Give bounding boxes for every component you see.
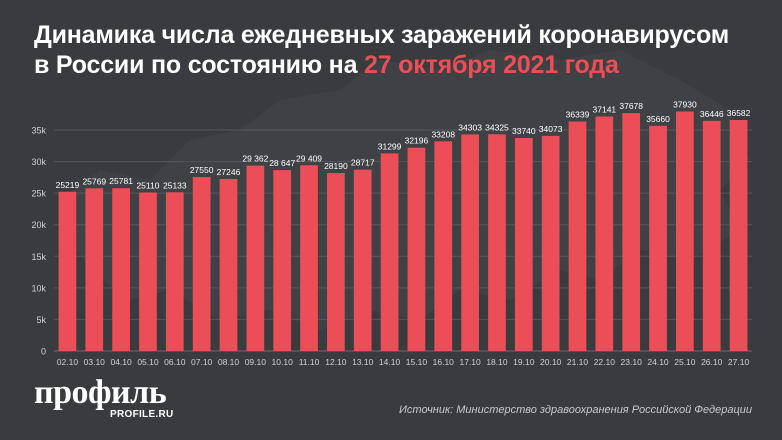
- bar-value-label: 37678: [619, 101, 643, 111]
- bar-value-label: 37141: [593, 104, 617, 114]
- title-date: 27 октября 2021 года: [364, 51, 619, 79]
- y-tick-label: 0: [41, 347, 46, 357]
- bar-value-label: 35660: [646, 114, 670, 124]
- bar: [595, 116, 614, 352]
- bar-value-label: 36339: [566, 110, 590, 120]
- x-tick-label: 14.10: [379, 357, 401, 367]
- y-tick-label: 30k: [31, 157, 46, 167]
- bar: [353, 169, 372, 351]
- bar-value-label: 29 409: [296, 153, 322, 163]
- x-tick-label: 24.10: [647, 357, 669, 367]
- bar: [165, 192, 184, 351]
- bar-value-label: 25110: [136, 180, 159, 190]
- bar-value-label: 31299: [378, 141, 402, 151]
- bar: [58, 191, 77, 351]
- source-note: Источник: Министерство здравоохранения Р…: [399, 404, 752, 416]
- bar-value-label: 25219: [56, 180, 80, 190]
- bar: [246, 165, 265, 351]
- x-tick-label: 03.10: [84, 357, 106, 367]
- bar: [649, 125, 667, 351]
- title-line-2: в России по состоянию на: [34, 51, 365, 79]
- bar: [514, 137, 533, 351]
- bar-value-label: 25133: [163, 180, 187, 190]
- bar: [327, 173, 345, 351]
- x-tick-label: 26.10: [701, 357, 723, 367]
- bar: [729, 120, 748, 351]
- page-title: Динамика числа ежедневных заражений коро…: [34, 20, 774, 80]
- y-tick-label: 15k: [31, 252, 46, 262]
- bar: [461, 134, 479, 351]
- bar: [541, 135, 560, 351]
- bar: [139, 192, 157, 351]
- x-tick-label: 05.10: [137, 357, 159, 367]
- bar-value-label: 28 647: [269, 158, 295, 168]
- bar-value-label: 37930: [673, 99, 697, 109]
- y-tick-label: 5k: [36, 315, 46, 325]
- y-tick-label: 10k: [31, 283, 46, 293]
- bar-value-label: 25781: [109, 176, 133, 186]
- x-tick-label: 17.10: [459, 357, 481, 367]
- bar: [300, 165, 318, 351]
- x-tick-label: 25.10: [674, 357, 696, 367]
- bar-value-label: 33208: [431, 129, 455, 139]
- x-tick-label: 02.10: [57, 357, 79, 367]
- x-tick-label: 04.10: [110, 357, 132, 367]
- bar: [676, 111, 694, 351]
- x-tick-label: 07.10: [191, 357, 213, 367]
- x-tick-label: 12.10: [325, 357, 347, 367]
- bar-value-label: 34303: [458, 122, 482, 132]
- y-tick-label: 20k: [31, 220, 46, 230]
- x-tick-label: 08.10: [218, 357, 240, 367]
- bar: [622, 113, 641, 352]
- x-tick-label: 10.10: [272, 357, 294, 367]
- x-tick-label: 20.10: [540, 357, 562, 367]
- x-tick-label: 23.10: [621, 357, 643, 367]
- bar-value-label: 27550: [190, 165, 214, 175]
- bar-value-label: 25769: [82, 176, 106, 186]
- bar: [488, 134, 506, 351]
- bar: [568, 121, 587, 352]
- bar-value-label: 28190: [324, 161, 348, 171]
- x-tick-label: 21.10: [567, 357, 589, 367]
- x-tick-label: 16.10: [433, 357, 455, 367]
- x-tick-label: 11.10: [299, 357, 320, 367]
- bar: [85, 188, 104, 351]
- bar-value-label: 29 362: [242, 154, 268, 164]
- bar-value-label: 27246: [217, 167, 241, 177]
- x-tick-label: 18.10: [486, 357, 508, 367]
- bar-value-label: 34073: [539, 124, 563, 134]
- title-line-1: Динамика числа ежедневных заражений коро…: [34, 21, 730, 49]
- bar: [434, 141, 453, 351]
- x-tick-label: 06.10: [164, 357, 186, 367]
- bar: [702, 120, 721, 352]
- bar: [380, 153, 399, 351]
- logo-text: профиль: [34, 374, 167, 411]
- bar: [192, 177, 211, 351]
- bar-value-label: 32196: [405, 136, 429, 146]
- bar: [407, 147, 426, 351]
- x-tick-label: 19.10: [513, 357, 535, 367]
- logo-url: PROFILE.RU: [110, 409, 174, 420]
- bar-value-label: 33740: [512, 126, 536, 136]
- y-tick-label: 25k: [31, 189, 46, 199]
- bar: [112, 188, 130, 351]
- bar-value-label: 34325: [485, 122, 509, 132]
- x-tick-label: 27.10: [728, 357, 750, 367]
- x-tick-label: 15.10: [406, 357, 428, 367]
- bar: [273, 170, 292, 351]
- x-tick-label: 13.10: [352, 357, 374, 367]
- profile-logo: профиль PROFILE.RU: [34, 374, 173, 421]
- bar-value-label: 28717: [351, 158, 375, 168]
- bar-value-label: 36582: [727, 108, 751, 118]
- bar-value-label: 36446: [700, 109, 724, 119]
- bar: [219, 178, 238, 351]
- y-tick-label: 35k: [31, 126, 46, 136]
- x-tick-label: 22.10: [594, 357, 616, 367]
- x-tick-label: 09.10: [245, 357, 267, 367]
